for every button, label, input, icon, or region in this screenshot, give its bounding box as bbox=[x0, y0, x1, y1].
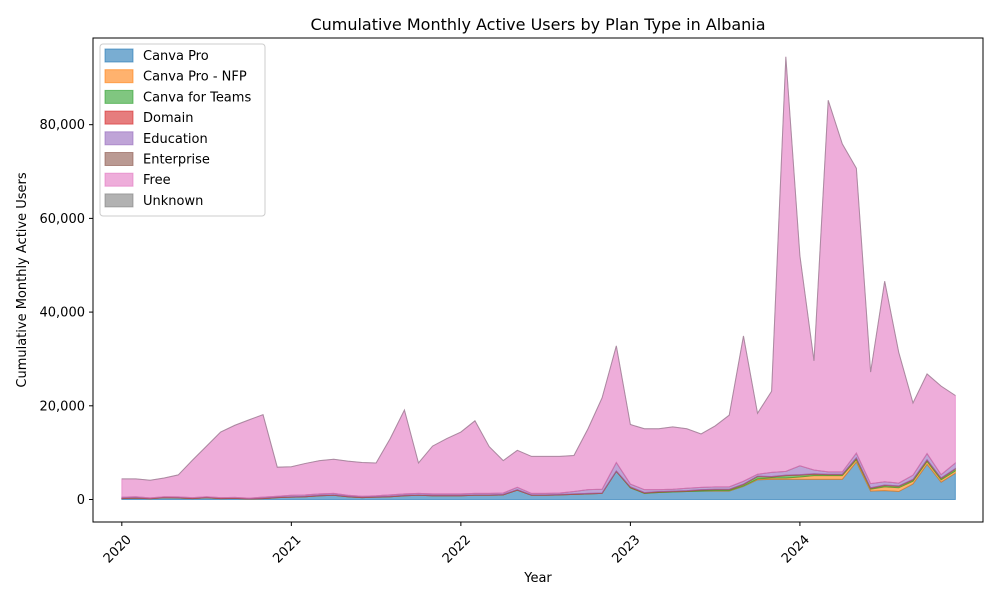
legend-label-canva-for-teams: Canva for Teams bbox=[143, 90, 251, 105]
legend-swatch-free bbox=[104, 172, 134, 187]
chart-title: Cumulative Monthly Active Users by Plan … bbox=[310, 15, 765, 34]
legend-swatch-canva-pro-nfp bbox=[104, 69, 134, 84]
x-axis-label: Year bbox=[523, 571, 552, 586]
y-tick-label: 40,000 bbox=[40, 306, 86, 321]
legend-swatch-unknown bbox=[104, 193, 134, 208]
y-tick-label: 60,000 bbox=[40, 212, 86, 227]
series-areas bbox=[121, 56, 956, 501]
legend-label-canva-pro: Canva Pro bbox=[143, 49, 209, 64]
legend-label-canva-pro-nfp: Canva Pro - NFP bbox=[143, 70, 247, 85]
legend-swatch-enterprise bbox=[104, 152, 134, 166]
legend-swatch-canva-for-teams bbox=[104, 89, 134, 104]
y-axis-label: Cumulative Monthly Active Users bbox=[15, 172, 30, 387]
y-tick-label: 20,000 bbox=[40, 399, 86, 414]
area-unknown bbox=[121, 56, 956, 481]
legend-swatch-education bbox=[104, 131, 134, 146]
y-axis-ticks: 0 20,000 40,000 60,000 80,000 bbox=[40, 118, 93, 508]
legend-frame bbox=[99, 43, 266, 217]
legend: Canva Pro Canva Pro - NFP Canva for Teams D… bbox=[99, 43, 266, 217]
legend-label-enterprise: Enterprise bbox=[143, 153, 210, 168]
plot-frame bbox=[92, 37, 984, 523]
legend-label-unknown: Unknown bbox=[143, 194, 203, 209]
legend-label-free: Free bbox=[143, 173, 171, 188]
y-tick-label: 80,000 bbox=[40, 118, 86, 133]
legend-swatch-canva-pro bbox=[104, 48, 134, 63]
legend-label-education: Education bbox=[143, 132, 208, 147]
legend-swatch-domain bbox=[104, 110, 134, 125]
legend-label-domain: Domain bbox=[143, 111, 193, 126]
y-tick-label: 0 bbox=[77, 493, 85, 508]
